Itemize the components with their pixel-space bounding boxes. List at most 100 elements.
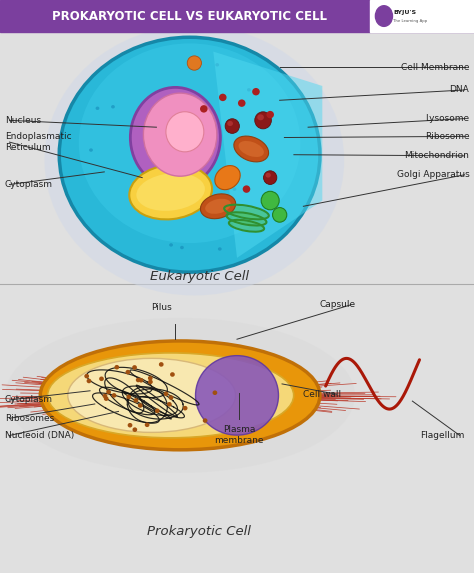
Ellipse shape [84,374,89,378]
Ellipse shape [227,121,233,126]
Ellipse shape [218,248,222,251]
Ellipse shape [140,132,144,135]
Text: Cell wall: Cell wall [303,390,341,399]
Ellipse shape [266,111,274,118]
Text: BYJU'S: BYJU'S [393,10,417,15]
Ellipse shape [234,136,269,162]
Ellipse shape [170,372,175,377]
Ellipse shape [106,390,111,394]
Ellipse shape [146,119,149,122]
Ellipse shape [273,207,287,222]
Text: Nucleoid (DNA): Nucleoid (DNA) [5,431,74,440]
Ellipse shape [166,112,204,152]
Text: Ribosome: Ribosome [425,132,469,141]
Ellipse shape [134,398,138,403]
Ellipse shape [139,378,144,383]
Ellipse shape [130,87,220,187]
Ellipse shape [201,194,236,219]
Ellipse shape [155,409,160,413]
Text: Plasma
membrane: Plasma membrane [215,425,264,445]
Ellipse shape [187,56,201,70]
Ellipse shape [228,213,265,225]
Ellipse shape [264,171,277,185]
Ellipse shape [128,423,132,427]
Ellipse shape [180,178,183,182]
Ellipse shape [135,146,139,150]
Ellipse shape [126,370,130,374]
Ellipse shape [144,209,147,212]
Ellipse shape [136,378,141,382]
Ellipse shape [203,418,208,423]
Ellipse shape [138,403,143,408]
Ellipse shape [45,25,344,296]
Ellipse shape [225,206,268,218]
Ellipse shape [104,397,109,401]
Ellipse shape [132,365,137,370]
Ellipse shape [215,63,219,66]
Text: PROKARYOTIC CELL VS EUKARYOTIC CELL: PROKARYOTIC CELL VS EUKARYOTIC CELL [52,10,327,22]
FancyBboxPatch shape [370,0,474,32]
Text: The Learning App: The Learning App [393,19,428,22]
Text: Endoplasmatic
Reticulum: Endoplasmatic Reticulum [5,132,72,152]
Ellipse shape [79,44,301,243]
Ellipse shape [143,93,217,176]
Ellipse shape [243,186,250,193]
Ellipse shape [169,395,173,400]
Text: Lysosome: Lysosome [425,114,469,123]
Ellipse shape [255,112,272,129]
Ellipse shape [233,187,237,191]
Text: DNA: DNA [449,85,469,95]
Ellipse shape [219,94,227,101]
Ellipse shape [59,37,320,272]
Ellipse shape [200,105,208,112]
Ellipse shape [127,395,131,399]
Ellipse shape [225,119,239,134]
Ellipse shape [183,406,188,410]
Polygon shape [213,52,322,258]
Ellipse shape [164,391,168,396]
Ellipse shape [89,148,93,152]
Ellipse shape [102,394,107,398]
Ellipse shape [112,393,117,398]
FancyBboxPatch shape [0,0,474,32]
Ellipse shape [212,390,217,395]
Ellipse shape [230,221,263,231]
Ellipse shape [167,402,172,407]
Text: Prokaryotic Cell: Prokaryotic Cell [147,525,251,537]
Ellipse shape [68,358,236,433]
Text: Ribosomes: Ribosomes [5,414,54,423]
Ellipse shape [170,168,173,171]
Ellipse shape [180,246,184,249]
Ellipse shape [252,88,260,95]
Ellipse shape [167,163,171,166]
Ellipse shape [111,105,115,108]
Text: Cytoplasm: Cytoplasm [5,180,53,189]
Ellipse shape [5,318,355,473]
Text: Cytoplasm: Cytoplasm [5,395,53,405]
Ellipse shape [257,114,264,120]
Ellipse shape [205,199,231,214]
Text: Cell Membrane: Cell Membrane [401,62,469,72]
Ellipse shape [87,379,91,383]
Ellipse shape [47,353,294,438]
Ellipse shape [247,221,251,224]
Ellipse shape [99,376,104,381]
Ellipse shape [199,156,203,159]
Ellipse shape [141,107,145,110]
Text: Nucleus: Nucleus [5,116,41,125]
Ellipse shape [169,243,173,246]
Ellipse shape [159,362,164,367]
Ellipse shape [182,90,185,93]
Ellipse shape [195,356,279,435]
Ellipse shape [238,141,264,157]
Text: Mitochondrion: Mitochondrion [404,151,469,160]
Text: Golgi Apparatus: Golgi Apparatus [397,170,469,179]
Text: Pilus: Pilus [151,303,172,312]
Ellipse shape [137,173,205,211]
Ellipse shape [215,166,240,190]
Ellipse shape [96,107,100,110]
Ellipse shape [238,100,246,107]
Ellipse shape [145,422,149,427]
Ellipse shape [265,173,271,178]
Ellipse shape [148,379,153,384]
